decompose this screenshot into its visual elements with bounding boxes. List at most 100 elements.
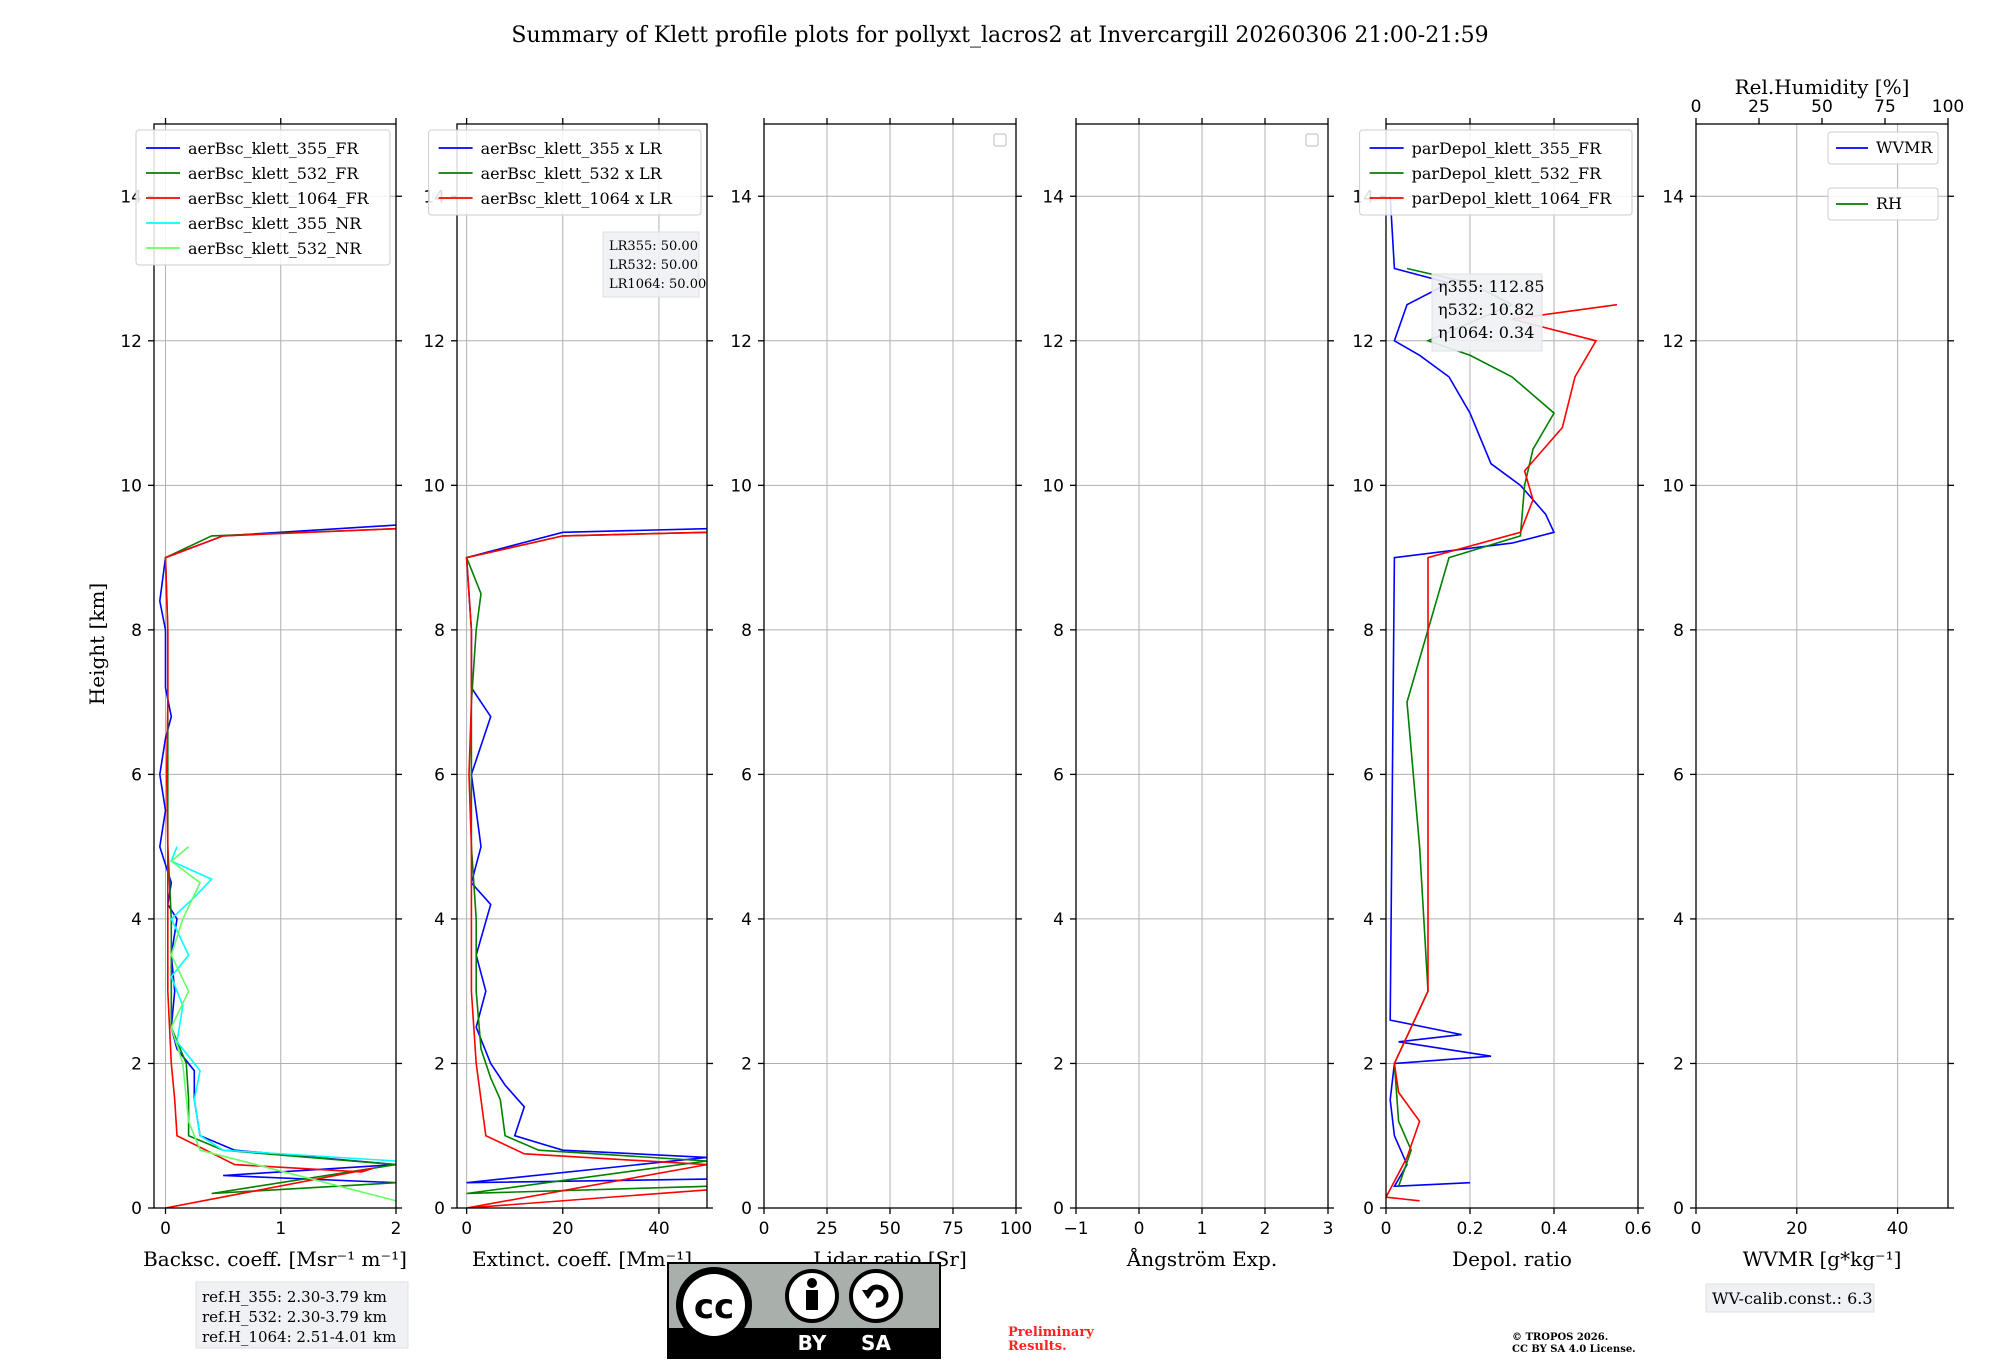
x-axis-label: Depol. ratio xyxy=(1452,1247,1572,1271)
y-tick-label: 8 xyxy=(1053,621,1064,641)
x-tick-label: 50 xyxy=(879,1219,901,1239)
x-tick-label: 2 xyxy=(1260,1219,1271,1239)
annotation-frame xyxy=(602,231,700,298)
x-tick-label: −1 xyxy=(1063,1219,1088,1239)
y-tick-label: 6 xyxy=(131,765,142,785)
series-line-aerBsc_klett_1064 x LR xyxy=(465,531,707,1208)
y-tick-label: 10 xyxy=(730,476,752,496)
x-tick-label: 0.2 xyxy=(1456,1219,1483,1239)
x-tick-label: 1 xyxy=(275,1219,286,1239)
legend-label: parDepol_klett_355_FR xyxy=(1412,139,1603,158)
y-tick-label: 12 xyxy=(423,332,445,352)
series-line-parDepol_klett_1064_FR xyxy=(1386,303,1618,1202)
y-tick-label: 4 xyxy=(1363,910,1374,930)
preliminary-line-1: Preliminary xyxy=(1008,1325,1094,1340)
legend-box-RH: RH xyxy=(1827,187,1939,221)
cc-logo-text: cc xyxy=(694,1287,734,1327)
x-axis-label: WVMR [g*kg⁻¹] xyxy=(1743,1247,1902,1271)
series-line-parDepol_klett_532_FR xyxy=(1393,267,1556,1187)
y-tick-label: 12 xyxy=(120,332,142,352)
x2-axis-label: Rel.Humidity [%] xyxy=(1735,75,1910,99)
axes-frame xyxy=(456,123,708,1209)
axes-frame xyxy=(153,123,397,1209)
axes-frame xyxy=(1385,123,1639,1209)
series-line-aerBsc_klett_355 x LR xyxy=(465,527,707,1184)
y-tick-label: 10 xyxy=(1352,476,1374,496)
y-tick-label: 8 xyxy=(131,621,142,641)
x-axis-label: Extinct. coeff. [Mm⁻¹] xyxy=(472,1247,692,1271)
y-axis-label: Height [km] xyxy=(85,583,109,705)
annotation-line: η1064: 0.34 xyxy=(1438,323,1534,342)
x2-tick-label: 75 xyxy=(1874,97,1896,117)
legend-label: WVMR xyxy=(1876,138,1933,157)
y-tick-label: 2 xyxy=(1363,1054,1374,1074)
y-tick-label: 2 xyxy=(131,1054,142,1074)
y-tick-label: 4 xyxy=(741,910,752,930)
series-line-aerBsc_klett_1064_FR xyxy=(164,527,396,1208)
y-tick-label: 6 xyxy=(1363,765,1374,785)
x-tick-label: 2 xyxy=(391,1219,402,1239)
series-group xyxy=(465,527,707,1208)
preliminary-line-2: Results. xyxy=(1008,1339,1067,1354)
y-tick-label: 12 xyxy=(1352,332,1374,352)
legend-label: aerBsc_klett_355_NR xyxy=(188,214,362,233)
y-tick-label: 8 xyxy=(1673,621,1684,641)
y-tick-label: 6 xyxy=(434,765,445,785)
empty-legend-marker xyxy=(993,133,1007,147)
sa-share-icon xyxy=(849,1269,903,1323)
legend-frame xyxy=(1827,187,1939,221)
y-tick-label: 0 xyxy=(434,1199,445,1219)
empty-legend-marker xyxy=(1305,133,1319,147)
y-tick-label: 2 xyxy=(1053,1054,1064,1074)
x-axis-label: Ångström Exp. xyxy=(1126,1246,1277,1271)
x-tick-label: 20 xyxy=(1786,1219,1808,1239)
legend: parDepol_klett_355_FR parDepol_klett_532_… xyxy=(1359,129,1633,216)
x2-tick-label: 50 xyxy=(1811,97,1833,117)
y-tick-label: 2 xyxy=(741,1054,752,1074)
x-tick-label: 100 xyxy=(1000,1219,1032,1239)
y-tick-label: 4 xyxy=(131,910,142,930)
legend-frame xyxy=(1827,131,1939,165)
y-tick-label: 10 xyxy=(1042,476,1064,496)
y-tick-label: 8 xyxy=(1363,621,1374,641)
x-tick-label: 0 xyxy=(461,1219,472,1239)
x2-tick-label: 25 xyxy=(1748,97,1770,117)
y-tick-label: 0 xyxy=(131,1199,142,1219)
ref-height-532: ref.H_532: 2.30-3.79 km xyxy=(202,1308,387,1326)
legend-label: parDepol_klett_532_FR xyxy=(1412,164,1603,183)
x-tick-label: 0 xyxy=(1691,1219,1702,1239)
x-tick-label: 0 xyxy=(1134,1219,1145,1239)
y-tick-label: 6 xyxy=(741,765,752,785)
series-line-parDepol_klett_355_FR xyxy=(1389,196,1556,1188)
panel-depol: 00.20.40.602468101214Depol. ratioparDepo… xyxy=(1352,118,1652,1271)
series-line-aerBsc_klett_532 x LR xyxy=(465,531,707,1195)
legend: aerBsc_klett_355 x LR aerBsc_klett_532 x … xyxy=(428,129,702,216)
wv-calib-box: WV-calib.const.: 6.3 xyxy=(1705,1283,1875,1313)
legend-label: aerBsc_klett_355 x LR xyxy=(481,139,663,158)
x-tick-label: 0 xyxy=(160,1219,171,1239)
ref-height-box: ref.H_355: 2.30-3.79 km ref.H_532: 2.30-… xyxy=(195,1281,409,1349)
legend-label: RH xyxy=(1876,194,1902,213)
y-tick-label: 8 xyxy=(741,621,752,641)
y-tick-label: 2 xyxy=(1673,1054,1684,1074)
ref-height-355: ref.H_355: 2.30-3.79 km xyxy=(202,1288,387,1306)
legend-frame xyxy=(135,129,391,266)
annotation-box: η355: 112.85 η532: 10.82 η1064: 0.34 xyxy=(1431,273,1545,352)
y-tick-label: 0 xyxy=(1673,1199,1684,1219)
ref-height-1064: ref.H_1064: 2.51-4.01 km xyxy=(202,1328,396,1346)
x-tick-label: 1 xyxy=(1197,1219,1208,1239)
y-tick-label: 0 xyxy=(1363,1199,1374,1219)
x2-tick-label: 100 xyxy=(1932,97,1964,117)
y-tick-label: 2 xyxy=(434,1054,445,1074)
cc-sa-label: SA xyxy=(861,1331,891,1355)
x-tick-label: 0.6 xyxy=(1624,1219,1651,1239)
legend: aerBsc_klett_355_FR aerBsc_klett_532_FRae… xyxy=(135,129,391,266)
series-group xyxy=(158,524,396,1208)
legend-frame xyxy=(1359,129,1633,216)
panel-extinction: 0204002468101214Extinct. coeff. [Mm⁻¹]ae… xyxy=(423,118,713,1271)
x-tick-label: 40 xyxy=(1887,1219,1909,1239)
